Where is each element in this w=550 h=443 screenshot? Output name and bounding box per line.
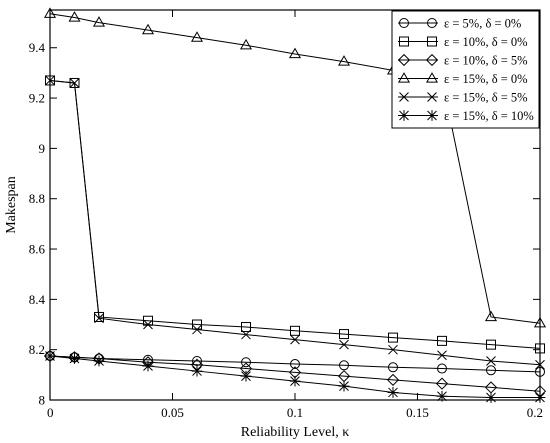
legend-entry: ε = 15%, δ = 10% xyxy=(398,109,534,123)
legend-entry: ε = 10%, δ = 5% xyxy=(397,53,528,68)
square-marker xyxy=(399,36,409,47)
legend-label: ε = 10%, δ = 0% xyxy=(444,35,528,49)
x-tick-label: 0.05 xyxy=(161,405,184,420)
x-marker xyxy=(427,92,437,102)
star-marker xyxy=(436,390,448,402)
star-marker xyxy=(485,392,497,403)
y-tick-label: 8.2 xyxy=(29,342,45,357)
legend-label: ε = 15%, δ = 0% xyxy=(444,72,528,86)
square-marker xyxy=(427,36,437,47)
series-star xyxy=(44,350,546,403)
triangle-marker xyxy=(92,16,106,27)
square-marker xyxy=(290,325,300,336)
triangle-marker xyxy=(425,72,439,83)
star-marker xyxy=(387,387,399,398)
y-axis-label: Makespan xyxy=(4,176,19,234)
x-tick-label: 0 xyxy=(47,405,54,420)
y-tick-label: 9 xyxy=(39,141,46,156)
star-marker xyxy=(142,360,154,372)
legend-label: ε = 5%, δ = 0% xyxy=(444,17,521,31)
star-marker xyxy=(69,353,80,364)
triangle-marker xyxy=(397,72,411,83)
square-marker xyxy=(437,335,447,346)
x-marker xyxy=(143,319,153,330)
x-marker xyxy=(94,313,104,324)
star-marker xyxy=(338,380,350,392)
square-marker xyxy=(94,311,104,322)
star-marker xyxy=(191,365,203,377)
x-marker xyxy=(388,344,398,355)
legend-entry: ε = 15%, δ = 0% xyxy=(397,72,528,86)
legend-entry: ε = 10%, δ = 0% xyxy=(398,35,528,49)
y-tick-label: 8.8 xyxy=(29,191,45,206)
series-diamond xyxy=(43,349,547,398)
y-tick-label: 9.2 xyxy=(29,91,45,106)
x-tick-label: 0.15 xyxy=(406,405,429,420)
circle-marker xyxy=(437,363,447,374)
x-marker xyxy=(486,356,496,366)
circle-marker xyxy=(399,18,409,28)
x-marker xyxy=(437,350,447,361)
x-marker xyxy=(69,78,80,88)
circle-marker xyxy=(486,365,496,376)
circle-marker xyxy=(290,359,300,370)
x-axis-label: Reliability Level, κ xyxy=(241,425,350,440)
circle-marker xyxy=(427,18,437,28)
triangle-marker xyxy=(288,47,302,59)
triangle-marker xyxy=(239,38,253,50)
diamond-marker xyxy=(435,377,449,390)
square-marker xyxy=(143,315,153,326)
series-line xyxy=(49,79,541,366)
x-marker xyxy=(399,92,409,102)
circle-marker xyxy=(388,362,398,373)
circle-marker xyxy=(241,357,251,368)
y-tick-label: 8.4 xyxy=(29,292,46,307)
square-marker xyxy=(241,322,251,333)
star-marker xyxy=(426,110,438,121)
legend-label: ε = 15%, δ = 5% xyxy=(444,91,528,105)
triangle-marker xyxy=(337,55,351,66)
legend-entry: ε = 5%, δ = 0% xyxy=(398,17,521,31)
circle-marker xyxy=(192,356,202,366)
series-line xyxy=(49,355,541,392)
legend-label: ε = 15%, δ = 10% xyxy=(444,109,534,123)
star-marker xyxy=(289,375,301,387)
x-marker xyxy=(339,339,349,350)
square-marker xyxy=(388,332,398,343)
square-marker xyxy=(339,329,349,340)
triangle-marker xyxy=(190,31,204,42)
y-tick-label: 8 xyxy=(39,393,46,408)
legend-entry: ε = 15%, δ = 5% xyxy=(398,91,528,105)
diamond-marker xyxy=(397,53,411,67)
diamond-marker xyxy=(386,373,400,386)
legend: ε = 5%, δ = 0% ε = 10%, δ = 0% ε = 10%, δ … xyxy=(391,10,540,129)
x-marker xyxy=(192,324,202,335)
legend-label: ε = 10%, δ = 5% xyxy=(444,54,528,68)
triangle-marker xyxy=(68,11,81,22)
x-marker xyxy=(241,329,251,340)
x-tick-label: 0.2 xyxy=(527,405,543,420)
diamond-marker xyxy=(425,53,439,67)
y-tick-label: 9.4 xyxy=(29,40,46,55)
x-marker xyxy=(290,334,300,345)
triangle-marker xyxy=(484,310,498,322)
y-tick-label: 8.6 xyxy=(29,242,46,257)
circle-marker xyxy=(339,360,349,371)
star-marker xyxy=(240,370,252,382)
star-marker xyxy=(398,110,410,121)
star-marker xyxy=(93,355,105,367)
square-marker xyxy=(486,339,496,350)
triangle-marker xyxy=(141,23,155,35)
legend-box xyxy=(391,10,540,129)
axis-ticks: 0 0.05 0.1 0.15 0.2 8 8.2 8.4 8.6 8.8 9 9.2 9.4 xyxy=(29,10,543,420)
x-tick-label: 0.1 xyxy=(287,405,303,420)
